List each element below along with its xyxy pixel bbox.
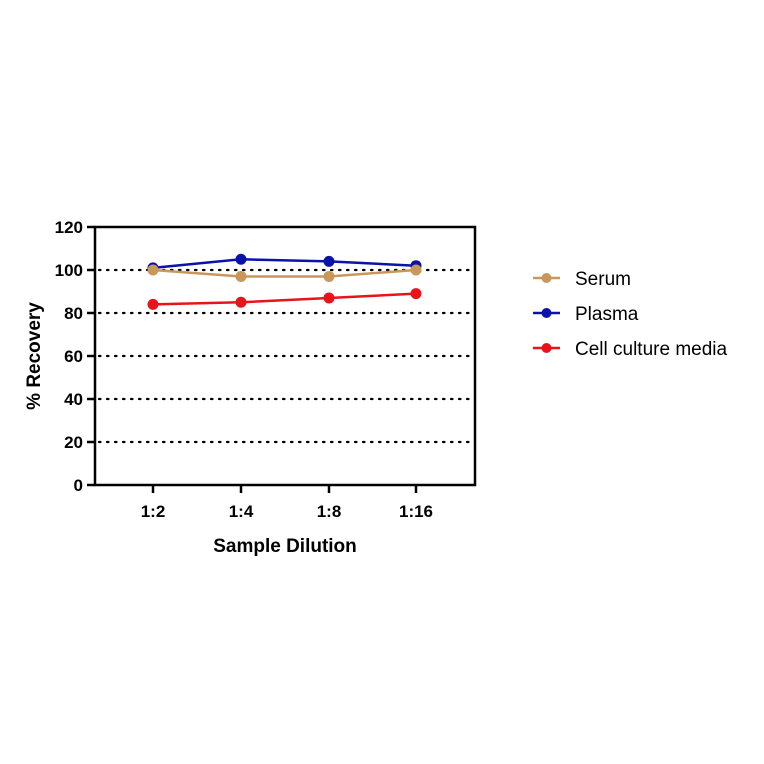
x-axis-title: Sample Dilution [213,536,357,557]
legend-label: Cell culture media [575,339,727,360]
data-point [235,296,247,308]
legend-label: Serum [575,269,631,290]
legend-item: Cell culture media [533,339,727,360]
legend-marker-icon [541,273,552,283]
x-tick-label: 1:4 [229,502,254,521]
legend-marker-icon [541,343,552,353]
x-axis: 1:2 1:4 1:8 1:16 [141,485,433,521]
legend-item: Plasma [533,304,639,325]
y-tick-label: 40 [64,390,83,409]
y-tick-label: 60 [64,347,83,366]
data-point [323,270,335,282]
series-cell-culture-media [147,288,422,310]
series-serum [147,264,422,282]
data-point [410,264,422,276]
legend-label: Plasma [575,304,639,325]
data-point [410,288,422,300]
legend-item: Serum [533,269,631,290]
series-group [147,253,422,310]
x-tick-label: 1:2 [141,502,166,521]
x-tick-label: 1:8 [317,502,342,521]
data-point [235,253,247,265]
y-axis-title: % Recovery [24,302,45,410]
legend-marker-icon [541,308,552,318]
y-tick-label: 20 [64,433,83,452]
data-point [323,292,335,304]
series-line [152,292,417,306]
series-line [152,268,417,278]
data-point [147,298,159,310]
y-axis: 0 20 40 60 80 100 120 [55,218,95,495]
x-tick-label: 1:16 [399,502,433,521]
series-line [152,257,417,270]
data-point [323,255,335,267]
y-tick-label: 0 [74,476,83,495]
data-point [147,264,159,276]
legend: Serum Plasma Cell culture media [533,269,727,360]
data-point [235,270,247,282]
y-tick-label: 80 [64,304,83,323]
y-tick-label: 120 [55,218,83,237]
y-tick-label: 100 [55,261,83,280]
